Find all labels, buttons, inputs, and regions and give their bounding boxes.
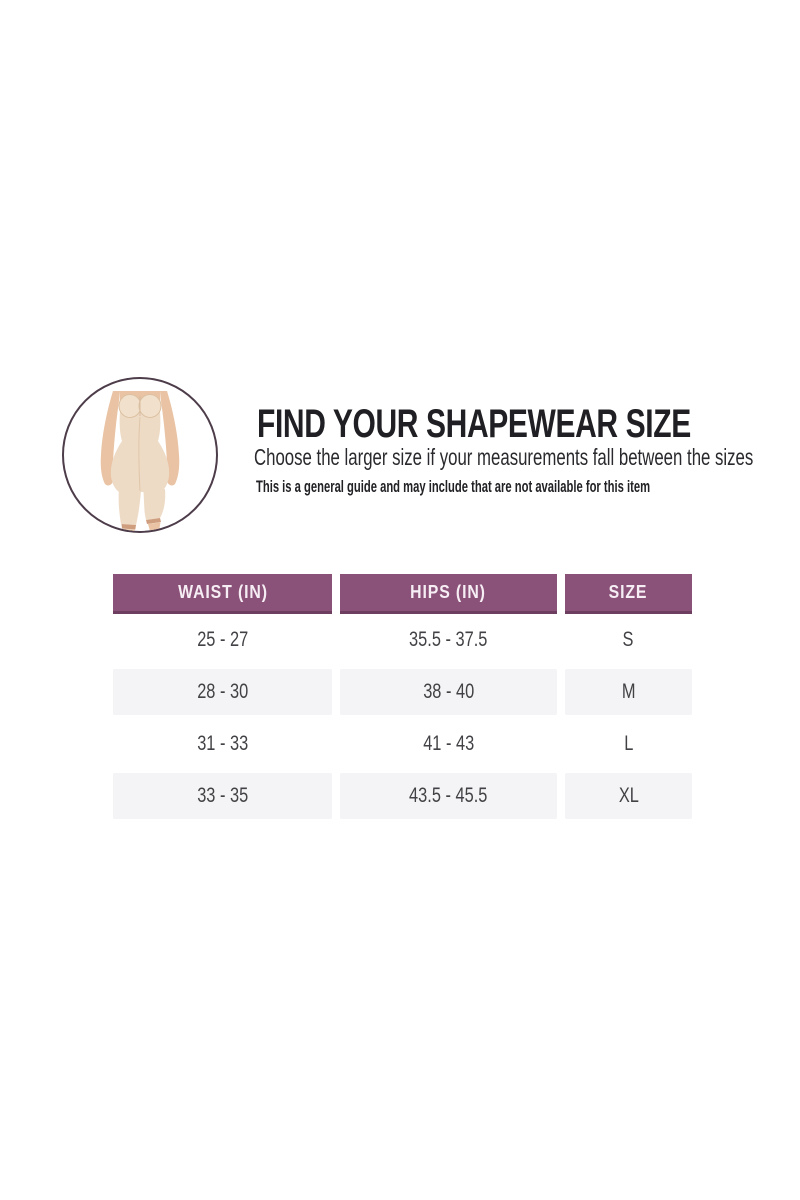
model-right-arm xyxy=(161,391,180,486)
header-size: SIZE xyxy=(565,574,692,614)
disclaimer-note: This is a general guide and may include … xyxy=(256,477,651,496)
shapewear-bodice xyxy=(110,401,170,492)
size-cell: XL xyxy=(565,773,692,819)
bra-cup-left xyxy=(118,394,142,418)
size-chart-table: WAIST (IN) HIPS (IN) SIZE 25 - 27 35.5 -… xyxy=(113,574,692,822)
size-cell: S xyxy=(623,628,634,651)
size-cell: L xyxy=(623,732,634,755)
shapewear-left-leg xyxy=(118,489,141,525)
shapewear-right-leg xyxy=(143,489,166,520)
hips-cell: 35.5 - 37.5 xyxy=(409,628,488,651)
leg-gap xyxy=(139,492,146,531)
table-row-m: 28 - 30 38 - 40 M xyxy=(113,666,692,718)
table-row-l: 31 - 33 41 - 43 L xyxy=(113,718,692,770)
hips-cell: 43.5 - 45.5 xyxy=(340,773,557,819)
right-leg-trim xyxy=(146,518,161,524)
waist-cell: 33 - 35 xyxy=(113,773,332,819)
garment-seam xyxy=(138,416,141,492)
hips-cell: 38 - 40 xyxy=(340,669,557,715)
page-title: FIND YOUR SHAPEWEAR SIZE xyxy=(257,402,691,446)
shapewear-model-image xyxy=(62,377,218,533)
left-leg-trim xyxy=(121,524,136,530)
waist-cell: 28 - 30 xyxy=(113,669,332,715)
table-row-s: 25 - 27 35.5 - 37.5 S xyxy=(113,614,692,666)
bra-cup-right xyxy=(138,394,162,418)
header-hips: HIPS (IN) xyxy=(340,574,557,614)
table-row-xl: 33 - 35 43.5 - 45.5 XL xyxy=(113,770,692,822)
table-header-row: WAIST (IN) HIPS (IN) SIZE xyxy=(113,574,692,614)
waist-cell: 25 - 27 xyxy=(196,628,248,651)
header-waist: WAIST (IN) xyxy=(113,574,332,614)
size-cell: M xyxy=(565,669,692,715)
right-ankle xyxy=(148,522,161,531)
shapewear-model-illustration xyxy=(100,391,180,531)
hips-cell: 41 - 43 xyxy=(422,732,474,755)
model-left-arm xyxy=(100,391,119,486)
waist-cell: 31 - 33 xyxy=(196,732,248,755)
subtitle-text: Choose the larger size if your measureme… xyxy=(254,444,754,470)
